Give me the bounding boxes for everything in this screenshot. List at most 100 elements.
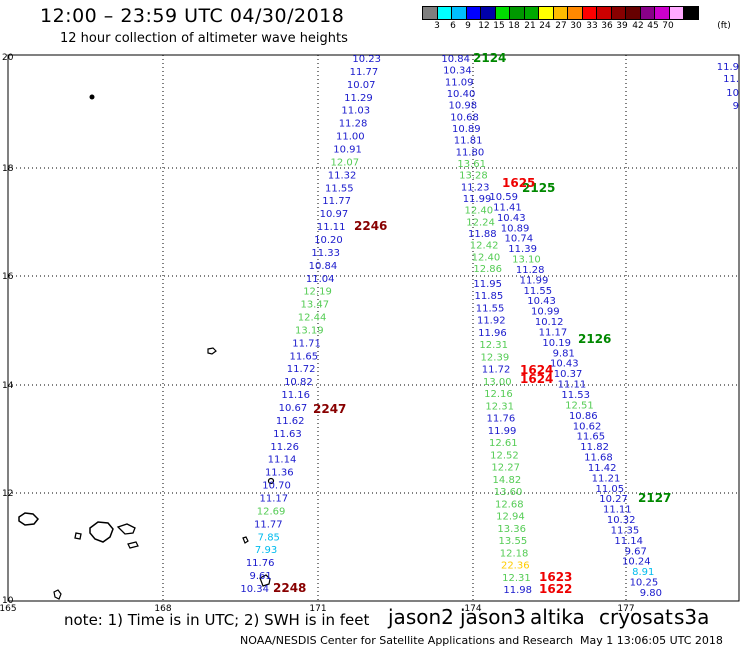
lon-label: 168: [154, 604, 171, 614]
track-c-value: 11.21: [592, 473, 621, 484]
scale-unit: (ft): [717, 21, 731, 31]
track-a-value: 12.44: [298, 313, 327, 324]
track-b-value: 11.99: [488, 426, 517, 437]
lat-label: 20: [2, 53, 14, 63]
track-b-value: 13.36: [497, 524, 526, 535]
track-a-value: 11.77: [350, 67, 379, 78]
track-a-value: 10.97: [320, 209, 349, 220]
track-b-value: 12.16: [484, 389, 513, 400]
track-b-value: 22.36: [501, 561, 530, 572]
track-a-value: 11.36: [265, 468, 294, 479]
track-c-value: 11.42: [588, 463, 617, 474]
track-b-value: 12.52: [490, 450, 519, 461]
scale-label: 70: [662, 21, 674, 31]
track-a-value: 11.14: [268, 455, 297, 466]
island-a: [207, 347, 217, 355]
track-a-value: 11.72: [287, 364, 316, 375]
track-d-value: 11.23: [461, 182, 490, 193]
track-c-value: 11.35: [611, 525, 640, 536]
track-a-value: 11.28: [339, 119, 368, 130]
track-a-value: 11.16: [281, 390, 310, 401]
track-b-value: 12.68: [495, 499, 524, 510]
track-c-value: 10.25: [630, 578, 659, 589]
track-d-value: 11.99: [463, 194, 492, 205]
track-b-value: 11.55: [476, 303, 505, 314]
scale-label: 30: [570, 21, 582, 31]
track-a-value: 12.69: [257, 506, 286, 517]
track-b-value: 12.31: [485, 401, 514, 412]
track-a-value: 7.93: [255, 545, 277, 556]
track-label: 1622: [539, 582, 572, 596]
island-g: [53, 589, 62, 600]
legend-cryosat: cryosat: [599, 605, 673, 629]
track-a-value: 10.07: [347, 80, 376, 91]
scale-label: 12: [478, 21, 490, 31]
scale-label: 24: [539, 21, 551, 31]
track-e-value: 9: [733, 101, 739, 112]
track-b-value: 12.94: [496, 512, 525, 523]
track-d-value: 11.81: [454, 136, 483, 147]
track-c-value: 9.81: [553, 348, 575, 359]
track-a-value: 11.03: [341, 106, 370, 117]
track-b-value: 12.39: [481, 352, 510, 363]
island-b: [18, 512, 40, 526]
track-label: 2126: [578, 332, 611, 346]
scale-label: 42: [632, 21, 644, 31]
grid-lines: [8, 55, 739, 601]
map-frame: [7, 54, 740, 602]
track-a-value: 11.33: [311, 248, 340, 259]
track-c-value: 10.12: [535, 317, 564, 328]
track-a-value: 11.71: [292, 338, 321, 349]
island-d: [74, 532, 82, 540]
track-c-value: 9.80: [640, 588, 662, 599]
track-d-value: 11.80: [456, 147, 485, 158]
legend-jason2: jason2: [388, 605, 454, 629]
track-a-value: 11.63: [273, 429, 302, 440]
track-d-value: 11.88: [468, 229, 497, 240]
track-a-value: 11.26: [270, 442, 299, 453]
track-d-value: 12.86: [473, 264, 502, 275]
track-c-value: 11.14: [614, 536, 643, 547]
track-d-value: 10.84: [441, 54, 470, 65]
track-d-value: 11.09: [445, 77, 474, 88]
track-label: 2246: [354, 219, 387, 233]
track-a-value: 10.20: [314, 235, 343, 246]
track-d-value: 12.24: [466, 217, 495, 228]
track-label: 1624: [520, 372, 553, 386]
track-label: 1624: [520, 363, 553, 377]
legend-s3a: s3a: [674, 605, 710, 629]
track-e-value: 11.: [723, 74, 739, 85]
lat-label: 18: [2, 164, 14, 174]
island-i: [242, 536, 249, 544]
track-b-value: 11.85: [475, 291, 504, 302]
scale-label: 39: [616, 21, 628, 31]
track-b-value: 11.76: [487, 414, 516, 425]
legend-jason3: jason3: [460, 605, 526, 629]
track-c-value: 12.51: [565, 400, 594, 411]
scale-label: 45: [647, 21, 659, 31]
island-wake: [89, 94, 95, 100]
credit: NOAA/NESDIS Center for Satellite Applica…: [240, 634, 574, 647]
track-e-value: 11.9: [717, 62, 739, 73]
track-d-value: 10.34: [443, 66, 472, 77]
track-b-value: 11.98: [503, 585, 532, 596]
track-b-value: 12.18: [500, 548, 529, 559]
track-c-value: 11.65: [577, 432, 606, 443]
track-a-value: 10.23: [352, 54, 381, 65]
track-label: 2127: [638, 491, 671, 505]
generated-timestamp: May 1 13:06:05 UTC 2018: [580, 634, 723, 647]
satellite-tracks: 10.23 11.77 10.07 11.29 11.03 11.28 11.0010.91…: [240, 51, 739, 599]
track-c-value: 10.86: [569, 411, 598, 422]
track-a-value: 11.76: [246, 558, 275, 569]
track-d-value: 10.89: [452, 124, 481, 135]
track-a-value: 9.61: [249, 571, 271, 582]
island-h: [267, 477, 275, 485]
track-c-value: 10.24: [622, 557, 651, 568]
scale-label: 3: [434, 21, 440, 31]
track-b-value: 14.82: [493, 475, 522, 486]
track-a-value: 11.77: [254, 519, 283, 530]
axis-labels: 165 168 171 174 177 20 18 16 14 12 10: [0, 53, 635, 614]
island-c: [89, 521, 114, 543]
track-d-value: 13.61: [457, 159, 486, 170]
